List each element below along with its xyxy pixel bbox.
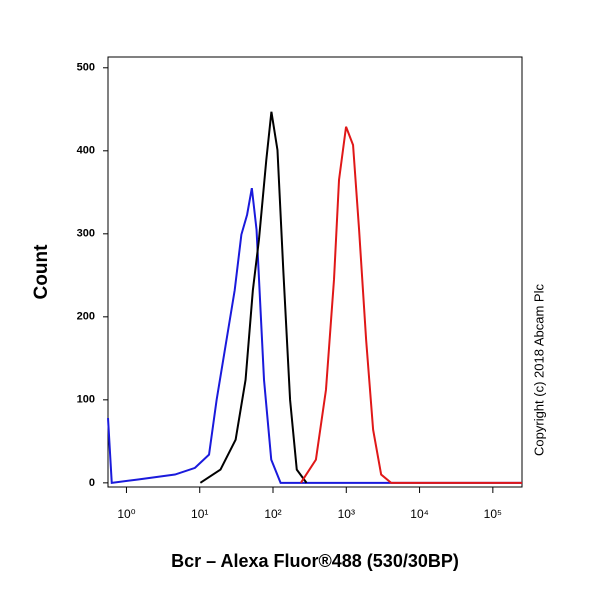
- x-tick-label: 10²: [264, 507, 281, 521]
- y-axis-label: Count: [31, 244, 52, 300]
- y-tick-label: 400: [77, 145, 95, 157]
- x-tick-label: 10⁴: [410, 507, 429, 521]
- y-tick-label: 200: [77, 311, 95, 323]
- x-axis-label: Bcr – Alexa Fluor®488 (530/30BP): [171, 551, 459, 571]
- y-tick-label: 0: [89, 477, 95, 489]
- series-line: [199, 111, 308, 484]
- x-tick-label: 10⁰: [117, 507, 135, 521]
- x-tick-label: 10⁵: [484, 507, 502, 521]
- copyright: Copyright (c) 2018 Abcam Plc: [531, 284, 546, 456]
- y-tick-label: 300: [77, 228, 95, 240]
- x-tick-label: 10¹: [191, 507, 208, 521]
- plot-frame: [107, 56, 523, 488]
- y-tick-label: 100: [77, 394, 95, 406]
- series-line: [300, 126, 522, 484]
- series-line: [107, 187, 522, 484]
- y-tick-label: 500: [77, 62, 95, 74]
- x-tick-label: 10³: [338, 507, 355, 521]
